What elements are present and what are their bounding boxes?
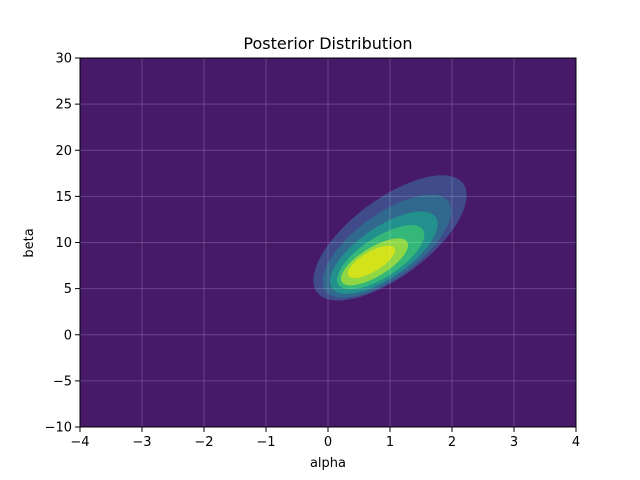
y-tick-label: −5 [53,374,72,389]
y-tick-label: 15 [55,190,72,205]
x-tick-label: 2 [448,435,456,450]
x-tick-label: −1 [256,435,275,450]
y-tick-label: 10 [55,236,72,251]
plot-area [79,57,577,428]
plot-background [80,58,576,427]
y-tick-label: −10 [45,421,72,436]
y-tick-label: 0 [64,328,72,343]
y-tick-label: 20 [55,144,72,159]
y-axis-ticks: −10 −5 0 5 10 15 20 25 30 [45,52,80,436]
x-tick-label: −2 [194,435,213,450]
x-axis-ticks: −4 −3 −2 −1 0 1 2 3 4 [70,427,580,450]
x-tick-label: −4 [70,435,89,450]
x-tick-label: 1 [386,435,394,450]
x-tick-label: 3 [510,435,518,450]
y-tick-label: 30 [55,52,72,67]
y-axis-label: beta [22,228,37,257]
contour-level-6 [347,245,396,279]
x-tick-label: 4 [572,435,580,450]
y-tick-label: 25 [55,98,72,113]
chart-title: Posterior Distribution [243,34,412,53]
y-tick-label: 5 [64,282,72,297]
x-axis-label: alpha [310,456,346,471]
x-tick-label: −3 [132,435,151,450]
x-tick-label: 0 [324,435,332,450]
